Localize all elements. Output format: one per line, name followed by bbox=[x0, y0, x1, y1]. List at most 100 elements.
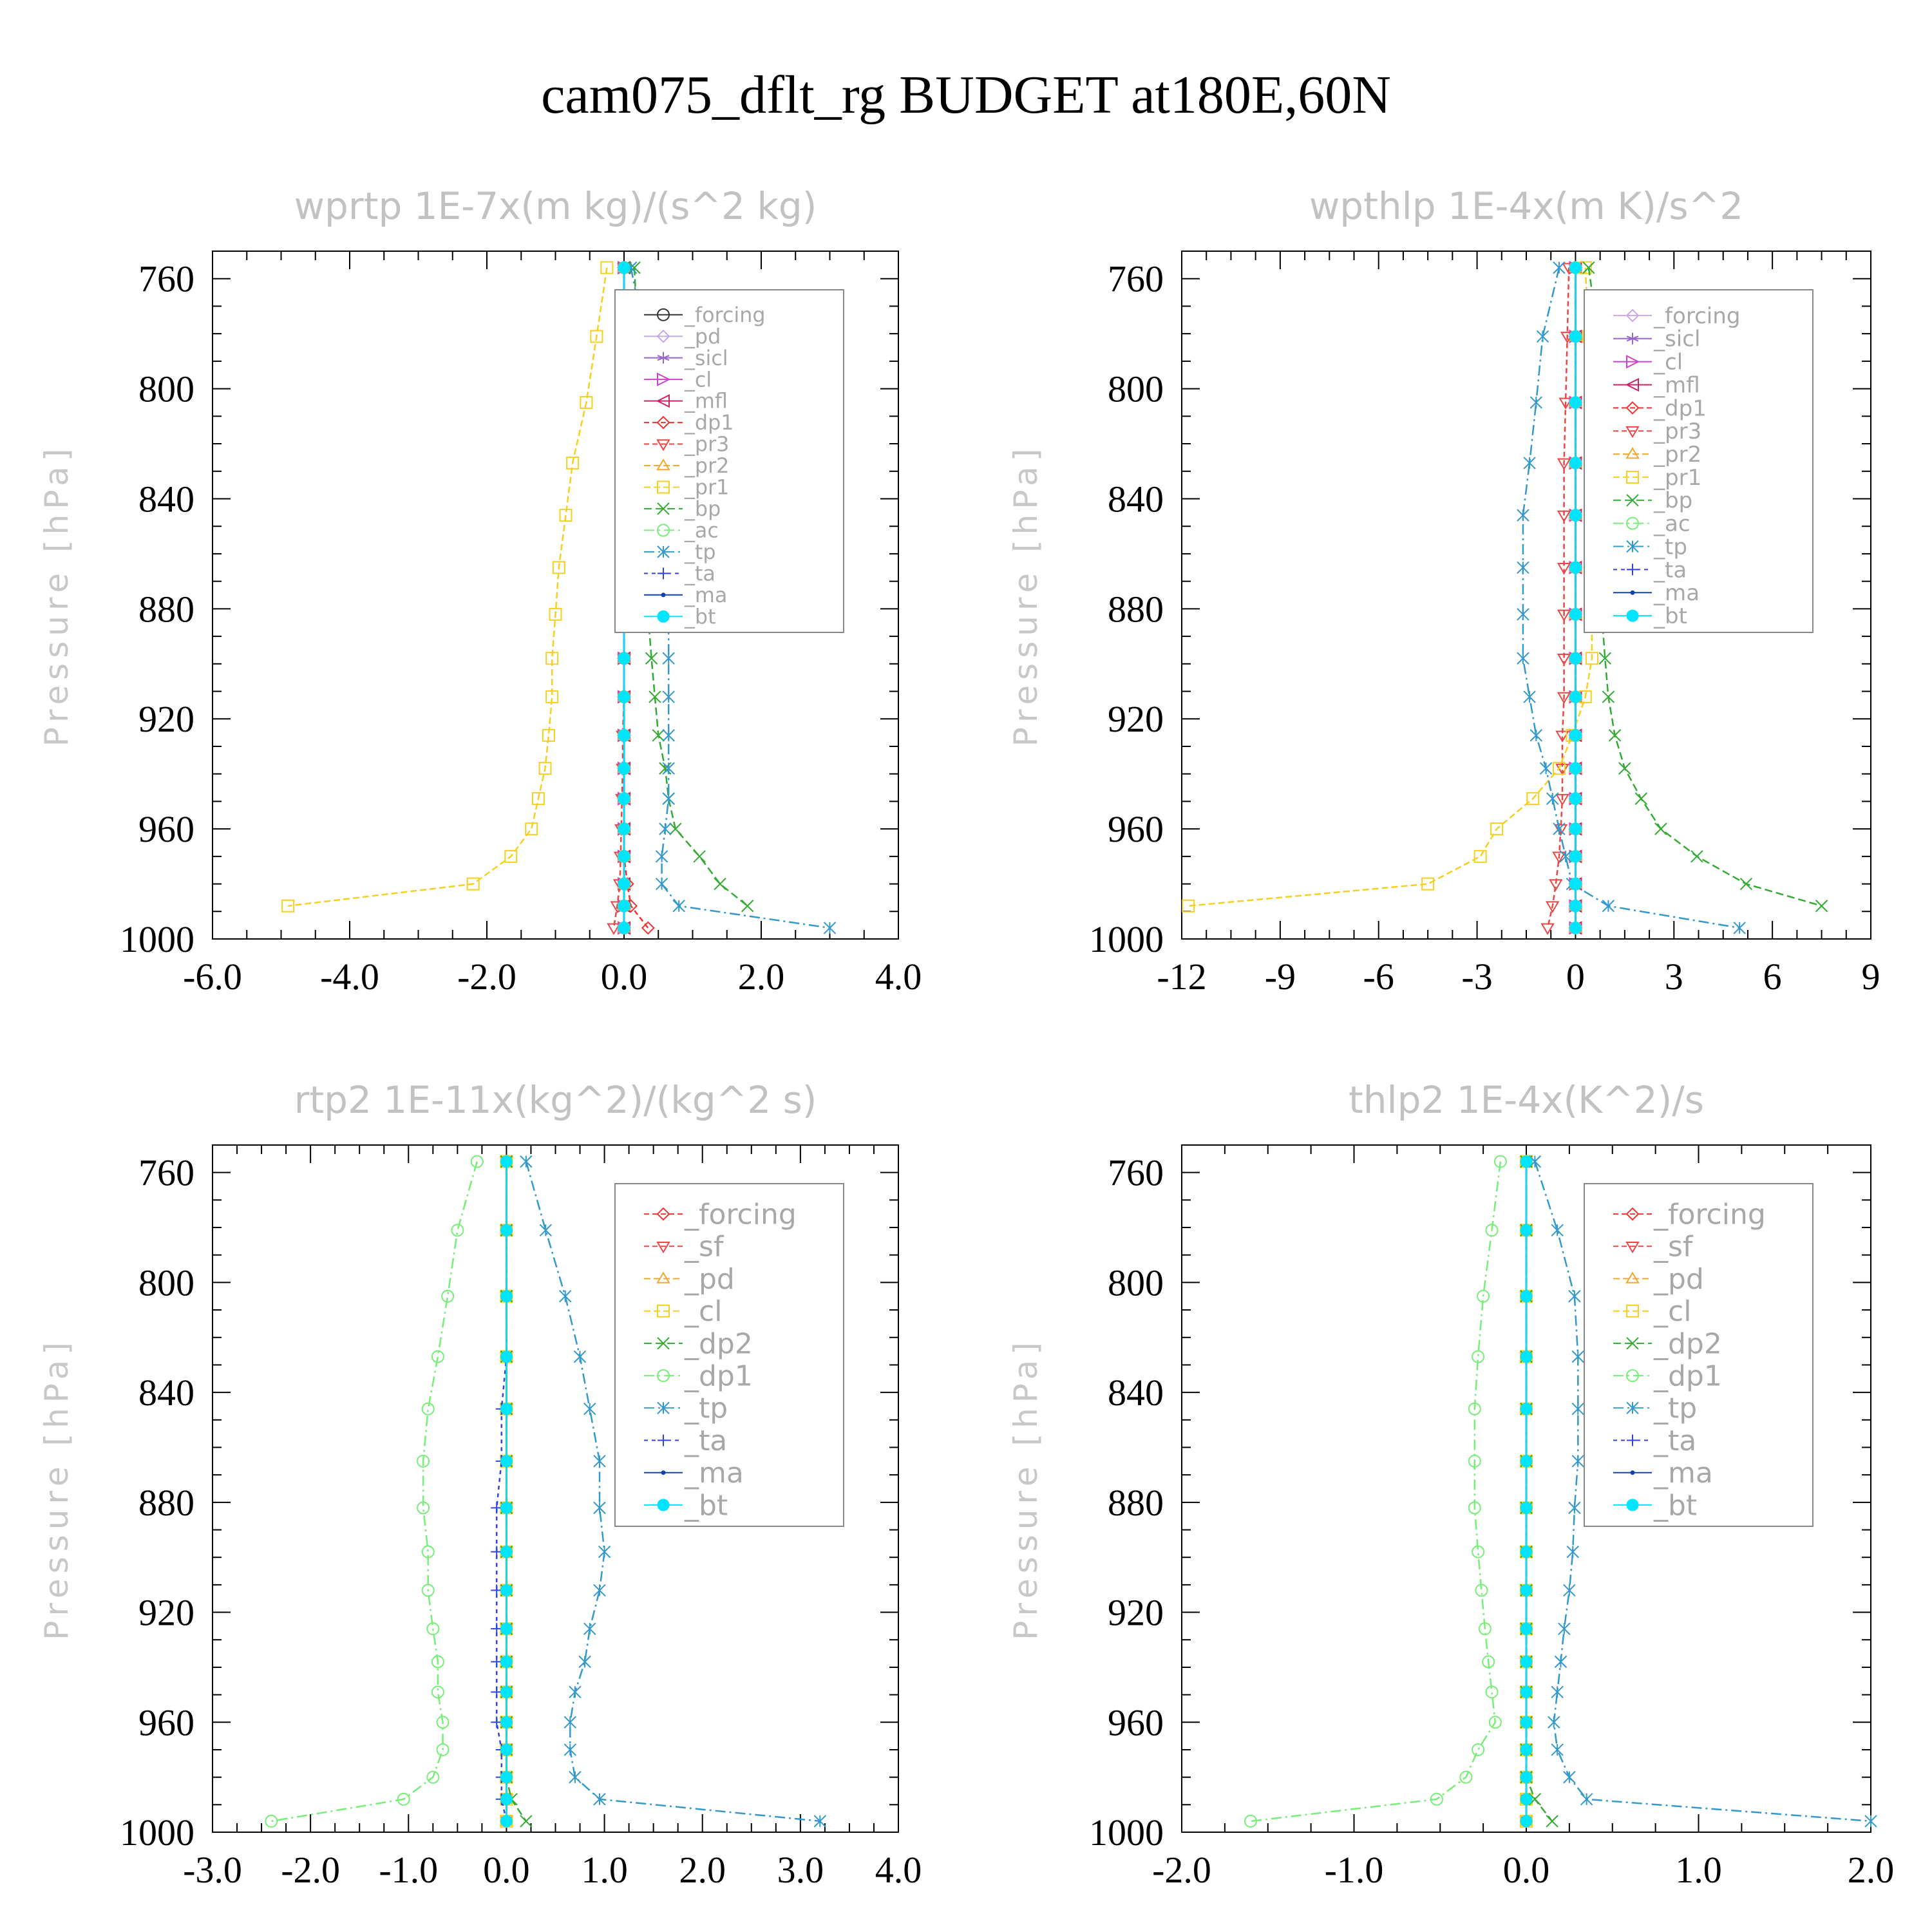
legend-entry: _dp1 bbox=[1613, 1360, 1722, 1393]
data-point bbox=[500, 1655, 513, 1668]
y-tick-label: 960 bbox=[138, 1701, 194, 1743]
legend: _forcing_sf_pd_cl_dp2_dp1_tp_ta_ma_bt bbox=[1584, 1183, 1814, 1527]
data-point bbox=[1523, 457, 1536, 469]
data-point bbox=[1520, 1793, 1533, 1806]
series-pr1 bbox=[1182, 261, 1598, 913]
legend-entry: _ma bbox=[644, 583, 727, 607]
data-point bbox=[1482, 1655, 1495, 1669]
x-tick-label: -4.0 bbox=[320, 956, 379, 998]
legend-label: _forcing bbox=[684, 1198, 797, 1231]
legend-entry: _pr2 bbox=[644, 454, 729, 478]
data-point bbox=[1528, 1793, 1542, 1806]
data-point bbox=[1626, 470, 1639, 484]
data-point bbox=[1244, 1814, 1257, 1828]
data-point bbox=[520, 1155, 533, 1168]
legend-label: _bt bbox=[684, 1489, 728, 1522]
x-tick-label: 1.0 bbox=[1675, 1849, 1722, 1891]
figure-title: cam075_dflt_rg BUDGET at180E,60N bbox=[541, 65, 1391, 125]
data-point bbox=[1626, 516, 1639, 530]
legend-entry: _dp2 bbox=[1613, 1327, 1722, 1360]
data-point bbox=[1571, 1455, 1584, 1468]
data-point bbox=[500, 1350, 513, 1363]
data-point bbox=[618, 922, 630, 934]
data-point bbox=[1569, 561, 1582, 574]
legend-label: _bp bbox=[684, 497, 721, 521]
data-point bbox=[500, 1455, 513, 1468]
data-point bbox=[649, 690, 661, 703]
data-point bbox=[1472, 1350, 1485, 1363]
y-tick-label: 960 bbox=[1108, 808, 1164, 850]
legend-label: _cl bbox=[684, 368, 712, 392]
data-point bbox=[1478, 1622, 1492, 1636]
data-point bbox=[661, 1470, 666, 1475]
y-tick-label: 1000 bbox=[120, 918, 194, 960]
data-point bbox=[657, 352, 670, 364]
data-point bbox=[655, 877, 668, 891]
legend-label: _bp bbox=[1653, 488, 1692, 514]
data-point bbox=[466, 877, 480, 891]
data-point bbox=[1493, 1155, 1507, 1168]
data-point bbox=[657, 610, 670, 623]
series-tp bbox=[520, 1155, 826, 1828]
data-point bbox=[1468, 1402, 1481, 1416]
legend-label: _pd bbox=[684, 1263, 735, 1296]
data-point bbox=[657, 372, 671, 386]
data-point bbox=[580, 395, 593, 409]
data-point bbox=[1571, 1403, 1584, 1416]
data-point bbox=[431, 1685, 444, 1699]
data-point bbox=[1627, 564, 1638, 576]
legend-entry: _pd bbox=[644, 325, 721, 348]
data-point bbox=[658, 567, 669, 580]
y-tick-label: 960 bbox=[138, 808, 194, 850]
y-tick-label: 1000 bbox=[1089, 1812, 1164, 1853]
data-point bbox=[593, 1501, 606, 1515]
data-point bbox=[1182, 899, 1195, 913]
data-point bbox=[1540, 923, 1555, 935]
series-line bbox=[1250, 1161, 1502, 1823]
data-point bbox=[1517, 509, 1530, 522]
y-axis-label: Pressure [hPa] bbox=[1007, 1337, 1045, 1640]
data-point bbox=[1546, 792, 1559, 805]
data-point bbox=[500, 1793, 513, 1806]
legend-entry: _bp bbox=[1613, 488, 1692, 514]
data-point bbox=[618, 878, 630, 891]
series-dp1 bbox=[1244, 1155, 1507, 1828]
data-point bbox=[1526, 792, 1540, 806]
data-point bbox=[500, 1622, 513, 1635]
data-point bbox=[657, 1499, 670, 1511]
data-point bbox=[618, 729, 630, 742]
data-point bbox=[618, 850, 630, 863]
legend-label: _sicl bbox=[1653, 327, 1700, 352]
data-point bbox=[1654, 822, 1667, 835]
y-tick-label: 1000 bbox=[120, 1812, 194, 1853]
y-axis-label: Pressure [hPa] bbox=[38, 444, 75, 747]
data-point bbox=[500, 1743, 513, 1756]
legend-label: _tp bbox=[1653, 534, 1687, 560]
series-dp1 bbox=[265, 1155, 484, 1828]
data-point bbox=[1625, 377, 1639, 392]
data-point bbox=[1569, 850, 1582, 863]
y-tick-label: 840 bbox=[1108, 478, 1164, 520]
legend-label: _sf bbox=[684, 1231, 724, 1264]
data-point bbox=[1549, 879, 1563, 891]
data-point bbox=[441, 1289, 455, 1303]
legend-label: _ta bbox=[684, 1425, 727, 1457]
legend-entry: _dp1 bbox=[644, 1360, 753, 1393]
legend-entry: _pr1 bbox=[644, 476, 729, 500]
data-point bbox=[1552, 762, 1566, 775]
data-point bbox=[1553, 261, 1566, 274]
data-point bbox=[1555, 793, 1569, 806]
data-point bbox=[421, 1584, 435, 1597]
y-tick-label: 800 bbox=[138, 368, 194, 410]
data-point bbox=[1468, 1501, 1481, 1515]
data-point bbox=[564, 1716, 577, 1728]
legend-entry: _forcing bbox=[644, 303, 766, 327]
data-point bbox=[1569, 922, 1582, 934]
data-point bbox=[1520, 1771, 1533, 1784]
legend-entry: _bt bbox=[644, 1489, 728, 1522]
data-point bbox=[662, 690, 675, 703]
legend-entry: _cl bbox=[1613, 1295, 1691, 1328]
data-point bbox=[1625, 401, 1640, 415]
data-point bbox=[1815, 900, 1828, 913]
data-point bbox=[1485, 1224, 1499, 1237]
